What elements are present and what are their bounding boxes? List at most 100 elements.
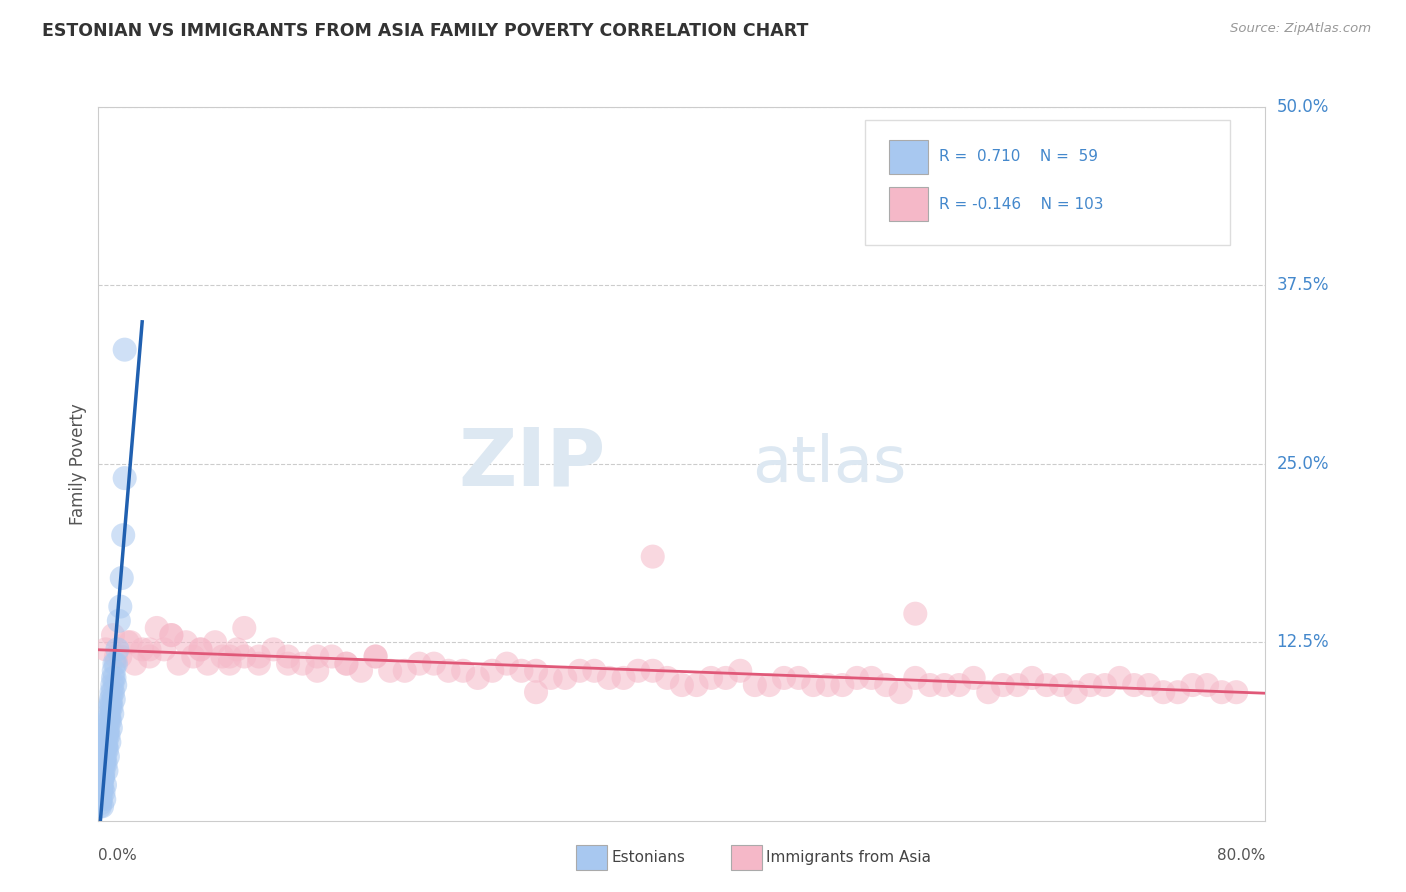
Point — [153, 642, 176, 657]
Point — [730, 664, 752, 678]
Point — [111, 571, 134, 585]
Y-axis label: Family Poverty: Family Poverty — [69, 403, 87, 524]
Point — [700, 671, 723, 685]
Point — [112, 528, 135, 542]
Point — [1064, 685, 1087, 699]
Point — [98, 735, 121, 749]
Point — [110, 599, 132, 614]
Point — [91, 771, 114, 785]
Point — [918, 678, 941, 692]
Point — [98, 706, 121, 721]
Point — [174, 635, 197, 649]
Point — [97, 714, 120, 728]
Point — [583, 664, 606, 678]
Point — [93, 785, 115, 799]
Point — [991, 678, 1014, 692]
Point — [226, 642, 249, 657]
Point — [685, 678, 707, 692]
Point — [124, 657, 146, 671]
Point — [89, 785, 111, 799]
Point — [598, 671, 620, 685]
Point — [94, 742, 117, 756]
Point — [524, 685, 547, 699]
Point — [90, 778, 112, 792]
Point — [96, 728, 118, 742]
Point — [787, 671, 810, 685]
Point — [350, 664, 373, 678]
Point — [481, 664, 503, 678]
Point — [714, 671, 737, 685]
Text: 25.0%: 25.0% — [1277, 455, 1329, 473]
Point — [817, 678, 839, 692]
Point — [904, 671, 927, 685]
Point — [103, 657, 125, 671]
Point — [1225, 685, 1247, 699]
Point — [91, 771, 114, 785]
Text: Source: ZipAtlas.com: Source: ZipAtlas.com — [1230, 22, 1371, 36]
Point — [90, 785, 112, 799]
Point — [758, 678, 780, 692]
Point — [110, 649, 132, 664]
Point — [96, 742, 118, 756]
Point — [146, 621, 169, 635]
Point — [90, 782, 112, 797]
Point — [104, 657, 127, 671]
Point — [89, 797, 111, 811]
Point — [948, 678, 970, 692]
Point — [1195, 678, 1218, 692]
Point — [190, 642, 212, 657]
Point — [108, 614, 131, 628]
Point — [103, 692, 125, 706]
Point — [247, 649, 270, 664]
Point — [612, 671, 634, 685]
Point — [91, 799, 114, 814]
Point — [138, 642, 160, 657]
Point — [91, 768, 114, 782]
Point — [1080, 678, 1102, 692]
Point — [94, 642, 117, 657]
Text: 80.0%: 80.0% — [1218, 848, 1265, 863]
Point — [90, 792, 112, 806]
Point — [1211, 685, 1233, 699]
Point — [94, 778, 117, 792]
Text: Estonians: Estonians — [612, 850, 686, 864]
Point — [211, 649, 233, 664]
Point — [96, 725, 118, 739]
Point — [423, 657, 446, 671]
Text: atlas: atlas — [752, 433, 907, 495]
Point — [335, 657, 357, 671]
Point — [467, 671, 489, 685]
Point — [307, 664, 329, 678]
Point — [94, 749, 117, 764]
Point — [801, 678, 824, 692]
Point — [160, 628, 183, 642]
Point — [91, 778, 114, 792]
Point — [97, 749, 120, 764]
Point — [890, 685, 912, 699]
Point — [1050, 678, 1073, 692]
Point — [1181, 678, 1204, 692]
Point — [167, 657, 190, 671]
Point — [131, 642, 153, 657]
Point — [335, 657, 357, 671]
Point — [845, 671, 868, 685]
Point — [554, 671, 576, 685]
Point — [94, 756, 117, 771]
Point — [101, 671, 124, 685]
Point — [934, 678, 956, 692]
Text: ESTONIAN VS IMMIGRANTS FROM ASIA FAMILY POVERTY CORRELATION CHART: ESTONIAN VS IMMIGRANTS FROM ASIA FAMILY … — [42, 22, 808, 40]
Text: 0.0%: 0.0% — [98, 848, 138, 863]
Point — [103, 671, 125, 685]
Point — [105, 642, 128, 657]
Point — [378, 664, 402, 678]
Point — [117, 635, 139, 649]
Point — [657, 671, 679, 685]
Point — [100, 699, 122, 714]
Point — [627, 664, 650, 678]
Point — [1035, 678, 1057, 692]
Point — [773, 671, 796, 685]
Point — [860, 671, 883, 685]
Point — [101, 628, 124, 642]
Text: Immigrants from Asia: Immigrants from Asia — [766, 850, 931, 864]
Point — [744, 678, 766, 692]
